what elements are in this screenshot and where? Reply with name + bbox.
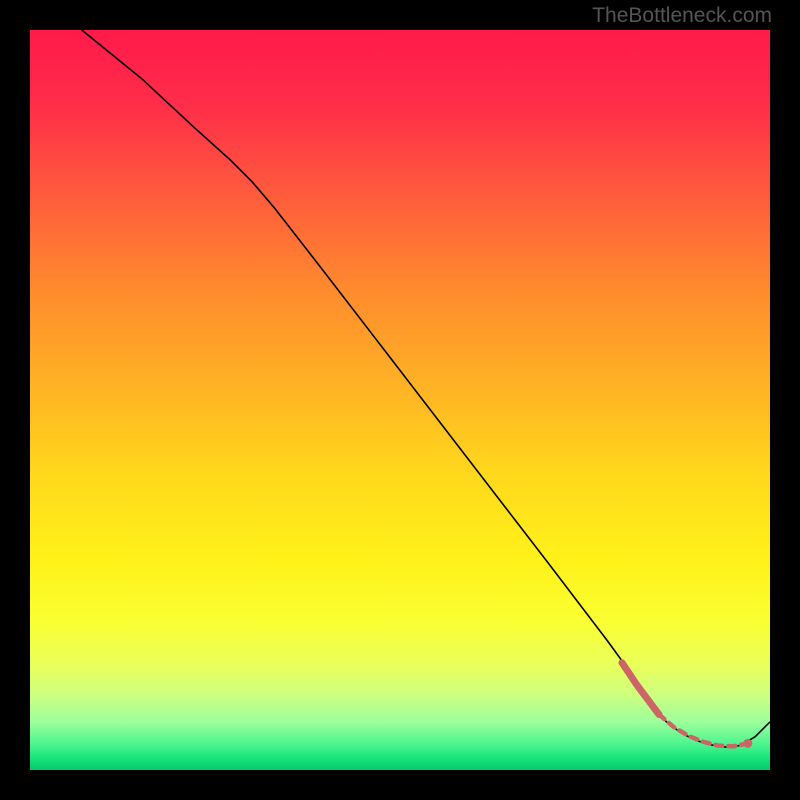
page-root: TheBottleneck.com: [0, 0, 800, 800]
watermark-text: TheBottleneck.com: [592, 4, 772, 28]
gradient-background: [30, 30, 770, 770]
optimal-end-dot: [743, 739, 752, 748]
bottleneck-chart: [30, 30, 770, 770]
chart-container: [30, 30, 770, 770]
